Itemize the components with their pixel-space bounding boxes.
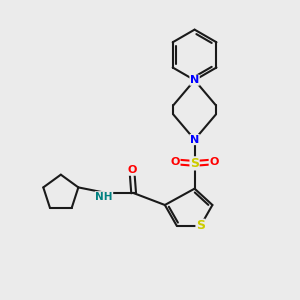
Text: S: S: [196, 219, 205, 232]
Text: S: S: [190, 157, 199, 170]
Text: NH: NH: [95, 192, 113, 202]
Text: O: O: [171, 157, 180, 167]
Text: N: N: [190, 135, 199, 145]
Text: N: N: [190, 75, 199, 85]
Text: O: O: [128, 165, 137, 175]
Text: O: O: [209, 157, 219, 167]
